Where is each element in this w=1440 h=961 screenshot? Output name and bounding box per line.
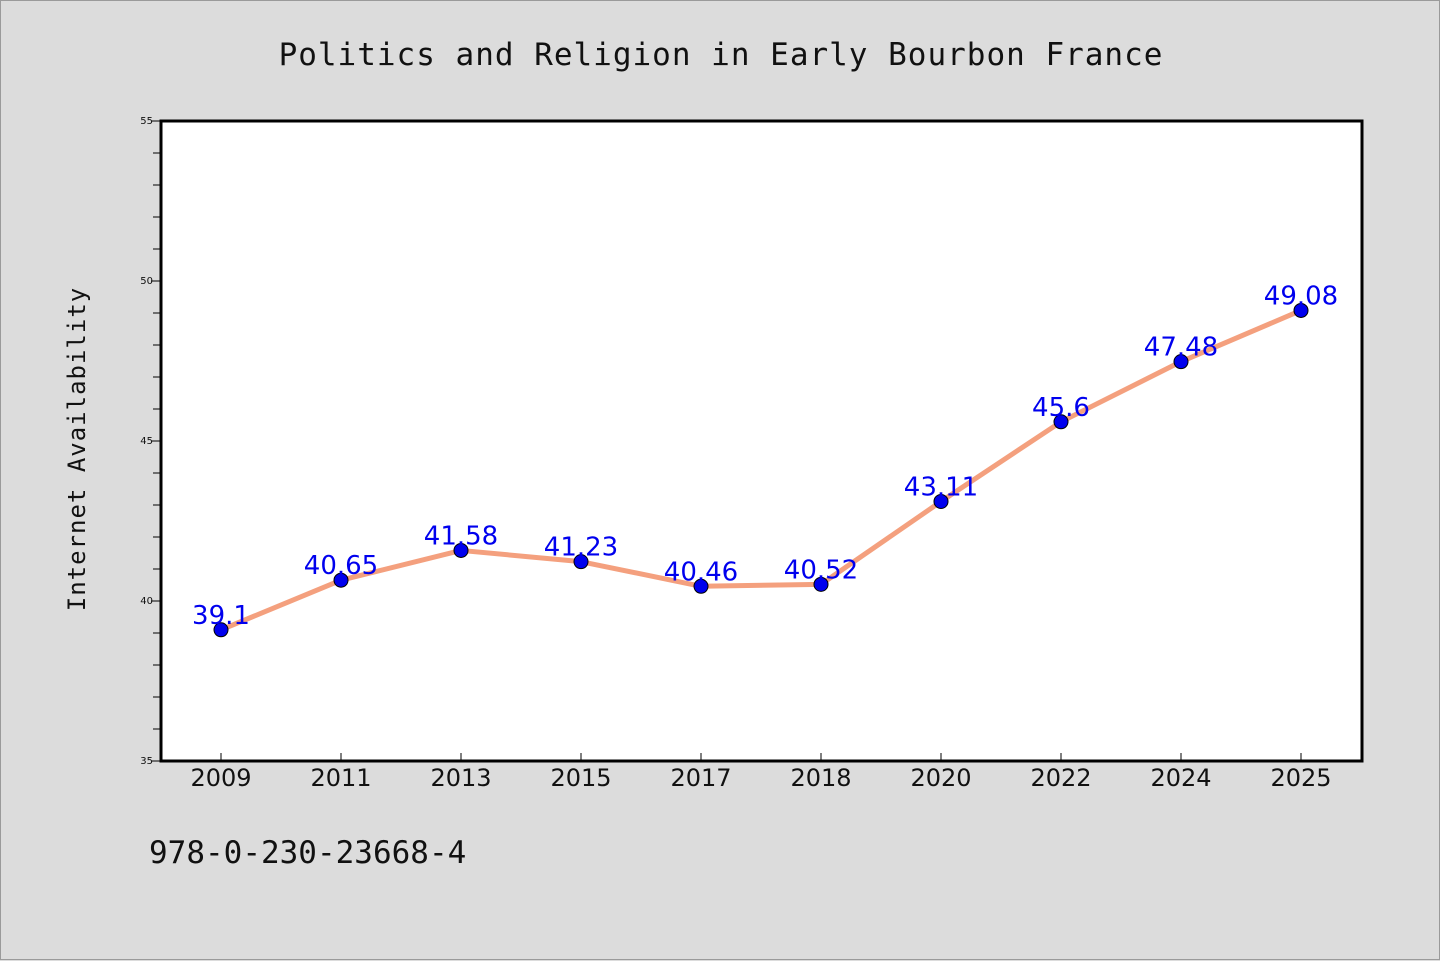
isbn-text: 978-0-230-23668-4 (149, 835, 467, 871)
data-point (213, 622, 229, 638)
data-point (333, 572, 349, 588)
y-axis-label: Internet Availability (63, 287, 91, 611)
data-label: 40.52 (784, 555, 858, 585)
plot-area (159, 119, 1364, 763)
data-label: 40.65 (304, 551, 378, 581)
data-label: 41.58 (424, 521, 498, 551)
data-label: 45.6 (1032, 393, 1090, 423)
y-tick-label: 45 (140, 436, 153, 447)
data-markers (213, 302, 1309, 638)
chart-title: Politics and Religion in Early Bourbon F… (279, 37, 1164, 73)
x-tick-label: 2017 (670, 764, 731, 792)
data-labels: 39.1 40.65 41.58 41.23 40.46 40.52 43.11 45.6 47… (192, 281, 1338, 630)
y-minor-ticks (153, 152, 161, 730)
x-tick-label: 2015 (550, 764, 611, 792)
x-tick-label: 2011 (310, 764, 371, 792)
x-tick-label: 2022 (1030, 764, 1091, 792)
x-tick-label: 2013 (430, 764, 491, 792)
data-point (1293, 302, 1309, 318)
series-line (218, 307, 1304, 633)
data-point (1053, 414, 1069, 430)
data-label: 47.48 (1144, 333, 1218, 363)
x-tick-label: 2025 (1270, 764, 1331, 792)
y-tick-label: 40 (140, 596, 153, 607)
x-tick-label: 2024 (1150, 764, 1211, 792)
y-tick-label: 50 (140, 276, 153, 287)
y-tick-label: 55 (140, 116, 153, 127)
data-point (453, 542, 469, 558)
data-point (813, 576, 829, 592)
x-tick-label: 2018 (790, 764, 851, 792)
x-tick-label: 2009 (190, 764, 251, 792)
data-label: 40.46 (664, 557, 738, 587)
data-point (933, 493, 949, 509)
data-label: 49.08 (1264, 281, 1338, 311)
data-point (1173, 354, 1189, 370)
data-point (573, 554, 589, 570)
data-label: 39.1 (192, 601, 250, 631)
data-point (693, 578, 709, 594)
x-tick-label: 2020 (910, 764, 971, 792)
data-label: 41.23 (544, 533, 618, 563)
data-label: 43.11 (904, 472, 978, 502)
y-axis-ticks: 35 40 45 50 55 (140, 116, 161, 767)
x-axis-ticks: 2009 2011 2013 2015 2017 2018 2020 2022 2024 2025 (190, 753, 1332, 792)
y-tick-label: 35 (140, 756, 153, 767)
